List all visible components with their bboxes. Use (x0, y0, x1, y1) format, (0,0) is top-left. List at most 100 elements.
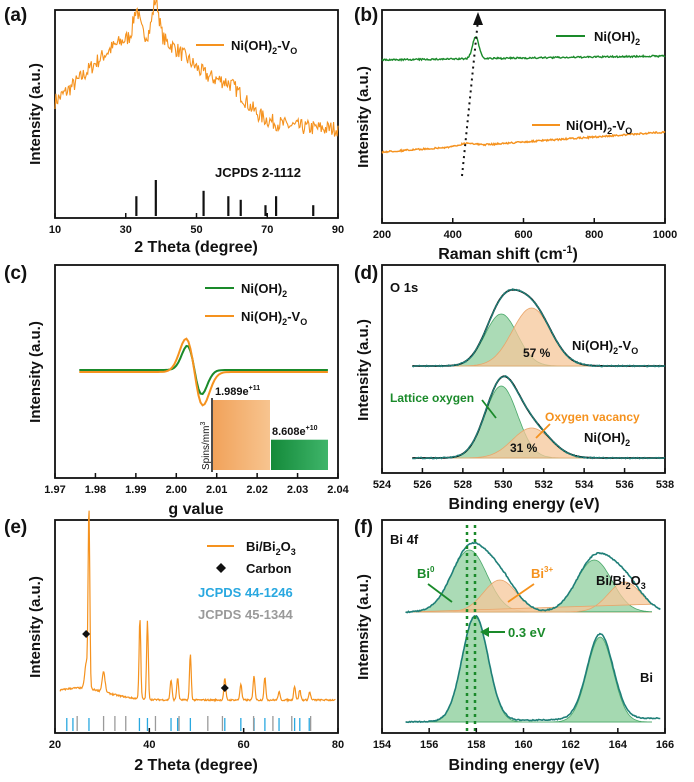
panel-d-lattice-label: Lattice oxygen (390, 391, 474, 405)
panel-a-xlabel: 2 Theta (degree) (134, 239, 258, 256)
panel-f-shift-arrowhead (480, 627, 489, 637)
panel-d-series2-label: Ni(OH)2 (584, 430, 630, 448)
panel-b-raman-curve-niOH2-vo (381, 130, 666, 155)
panel-d-tick-label: 528 (454, 479, 472, 491)
panel-f-tick-label: 156 (420, 739, 438, 751)
panel-d-label: (d) (354, 263, 378, 284)
panel-d-frame (381, 264, 666, 474)
panel-e-xrd-curve (59, 510, 336, 703)
panel-d: (d) O 1s 57 % 31 % Ni(OH)2-VO Ni(OH)2 La… (354, 263, 674, 513)
panel-d-percent-bottom: 31 % (510, 441, 538, 455)
panel-e-tick-label: 60 (238, 739, 250, 751)
panel-e-frame (54, 519, 339, 734)
panel-f-top-raw (405, 541, 661, 614)
panel-d-tick-label: 530 (494, 479, 512, 491)
panel-f: (f) Bi 4f Bi0 Bi3+ Bi/Bi2O3 Bi 0.3 eV 15… (354, 517, 674, 774)
panel-c-label: (c) (4, 263, 27, 284)
panel-d-xticks: 524 526 528 530 532 534 536 538 (373, 468, 674, 491)
panel-b-tick-label: 1000 (653, 229, 677, 241)
panel-b-arrow-head (473, 12, 483, 25)
panel-a-label: (a) (4, 5, 27, 26)
panel-f-bi0-label: Bi0 (417, 565, 435, 581)
panel-c-tick-label: 1.98 (85, 484, 106, 496)
panel-c-inset-bar1-value: 1.989e+11 (215, 385, 260, 398)
panel-c-tick-label: 2.04 (327, 484, 349, 496)
panel-c-legend2-text: Ni(OH)2-VO (241, 309, 307, 327)
panel-e-tick-label: 80 (332, 739, 344, 751)
panel-a-tick-label: 10 (49, 224, 61, 236)
panel-e-carbon-marker (82, 630, 91, 638)
panel-e-legend2-diamond (216, 563, 226, 573)
panel-f-xlabel: Binding energy (eV) (448, 757, 599, 774)
panel-d-vacancy-label: Oxygen vacancy (545, 410, 640, 424)
panel-a-tick-label: 90 (332, 224, 344, 236)
panel-f-label: (f) (354, 517, 373, 538)
panel-d-percent-top: 57 % (523, 346, 551, 360)
panel-a-legend-text: Ni(OH)2-VO (231, 38, 297, 56)
panel-c-xticks: 1.97 1.98 1.99 2.00 2.01 2.02 2.03 2.04 (44, 473, 350, 496)
panel-f-bi3-arrow (507, 583, 535, 603)
panel-e-carbon-marker (220, 684, 229, 692)
panel-c-inset-bar-niOH2 (271, 439, 328, 470)
panel-c-tick-label: 2.00 (166, 484, 187, 496)
panel-f-tick-label: 166 (656, 739, 674, 751)
panel-a: (a) Ni(OH)2-VO JCPDS 2-1112 10 30 50 70 90 2… (4, 0, 344, 256)
panel-a-xticks: 10 30 50 70 90 (49, 213, 344, 236)
panel-d-vacancy-arrow (535, 423, 551, 439)
panel-b-tick-label: 400 (444, 229, 462, 241)
panel-a-ylabel: Intensity (a.u.) (27, 63, 44, 165)
panel-b-raman-curve-niOH2 (381, 36, 666, 62)
panel-c-inset-ylabel: Spins/mm3 (200, 422, 212, 470)
panel-c-inset-bar-niOH2-vo (213, 400, 270, 470)
panel-e-tick-label: 40 (143, 739, 155, 751)
panel-e-carbon-markers (82, 630, 229, 692)
panel-b-xlabel: Raman shift (cm-1) (438, 244, 578, 263)
panel-f-top-bi3-peak2 (405, 581, 654, 613)
panel-d-title: O 1s (390, 280, 418, 295)
panel-b-label: (b) (354, 5, 378, 26)
panel-e-label: (e) (4, 517, 27, 538)
panel-f-tick-label: 164 (609, 739, 628, 751)
panel-f-tick-label: 158 (467, 739, 485, 751)
panel-f-bi0-arrow (427, 583, 453, 603)
panel-f-bottom-bi-peak2 (405, 636, 652, 723)
panel-e-legend3-text: JCPDS 44-1246 (198, 585, 293, 600)
panel-d-ylabel: Intensity (a.u.) (355, 319, 372, 421)
panel-b-shift-arrow (461, 19, 479, 177)
panel-e-tick-label: 20 (49, 739, 61, 751)
panel-c-tick-label: 2.01 (206, 484, 227, 496)
panel-f-tick-label: 160 (514, 739, 532, 751)
panel-f-xticks: 154 156 158 160 162 164 166 (373, 728, 674, 751)
panel-c-tick-label: 2.03 (287, 484, 308, 496)
panel-f-series1-label: Bi/Bi2O3 (596, 573, 646, 591)
panel-e-xlabel: 2 Theta (degree) (134, 757, 258, 774)
panel-a-jcpds-label: JCPDS 2-1112 (215, 165, 301, 180)
panel-f-ylabel: Intemsity (a.u.) (355, 574, 372, 680)
panel-b: (b) Ni(OH)2 Ni(OH)2-VO 200 400 600 800 1000 … (354, 5, 677, 263)
panel-c-epr-curve-niOH2-vo (79, 337, 328, 407)
panel-d-series1-label: Ni(OH)2-VO (572, 338, 638, 356)
panel-f-bi3-label: Bi3+ (531, 565, 553, 581)
panel-a-tick-label: 30 (120, 224, 132, 236)
panel-f-bottom-raw (405, 614, 661, 724)
panel-c-ylabel: Intensity (a.u.) (27, 321, 44, 423)
panel-b-tick-label: 200 (373, 229, 391, 241)
panel-d-bottom-raw (412, 375, 666, 460)
panel-d-tick-label: 526 (413, 479, 431, 491)
panel-d-xlabel: Binding energy (eV) (448, 496, 599, 513)
panel-a-tick-label: 70 (261, 224, 273, 236)
panel-d-top-raw (411, 288, 666, 368)
panel-e-ylabel: Intensity (a.u.) (27, 576, 44, 678)
panel-c-inset: Spins/mm3 1.989e+11 8.608e+10 (200, 385, 328, 472)
panel-c-tick-label: 1.99 (125, 484, 146, 496)
panel-b-tick-label: 600 (514, 229, 532, 241)
panel-e: (e) Bi/Bi2O3 Carbon JCPDS 44-1246 JCPDS … (4, 510, 344, 774)
panel-b-xticks: 200 400 600 800 1000 (373, 218, 677, 241)
panel-c: (c) Ni(OH)2 Ni(OH)2-VO Spins/mm3 1.989e+… (4, 263, 350, 518)
panel-d-tick-label: 524 (373, 479, 392, 491)
panel-c-xlabel: g value (168, 501, 223, 518)
panel-c-epr-curve-niOH2 (79, 344, 328, 396)
panel-d-tick-label: 532 (535, 479, 553, 491)
panel-f-title: Bi 4f (390, 532, 419, 547)
